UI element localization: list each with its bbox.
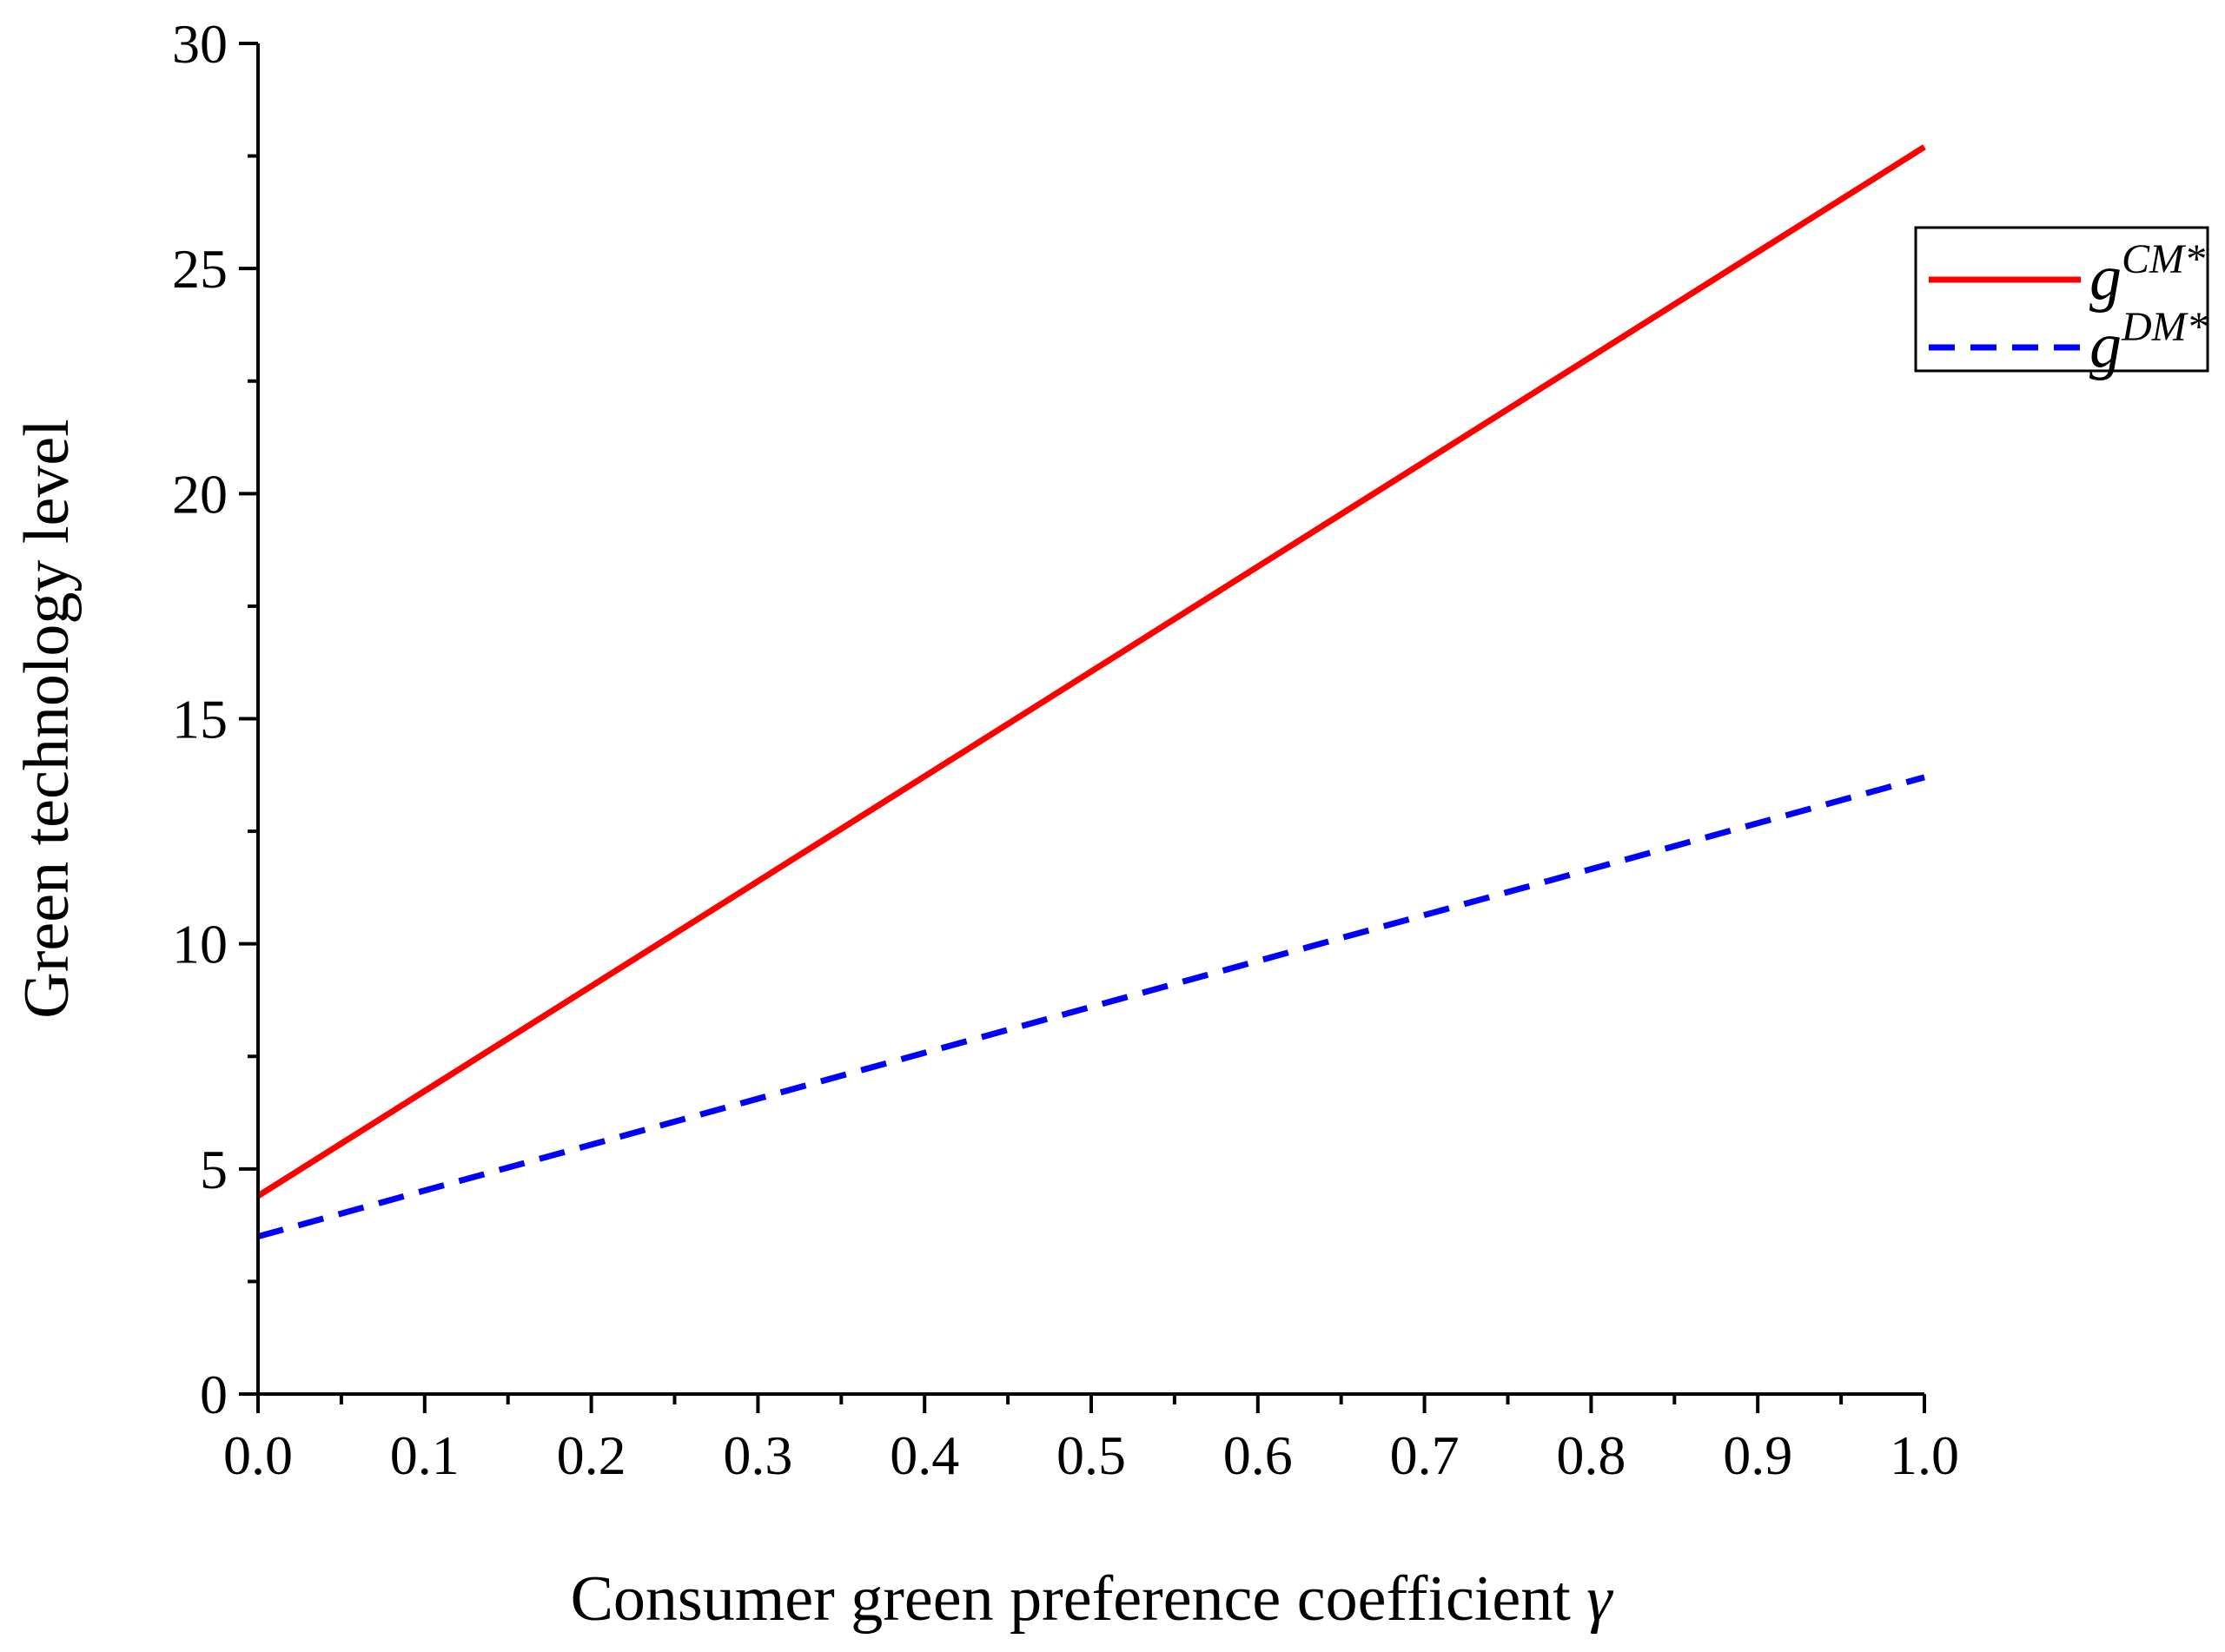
x-tick-label-10: 1.0	[1890, 1424, 1959, 1486]
x-axis-title-symbol: γ	[1586, 1563, 1613, 1635]
legend-label-cm: gCM*	[2089, 236, 2205, 314]
y-tick-label-6: 30	[172, 13, 228, 75]
x-axis-title-text: Consumer green preference coefficient	[571, 1563, 1587, 1635]
axes-layer	[256, 43, 1924, 1396]
labels-layer: 0.0 0.1 0.2 0.3 0.4 0.5 0.6 0.7 0.8 0.9 1.0 0 5 10 15 2…	[172, 13, 1959, 1486]
x-tick-label-2: 0.2	[557, 1424, 626, 1486]
y-tick-label-1: 5	[200, 1139, 228, 1200]
legend-label-cm-base: g	[2089, 242, 2122, 314]
x-tick-label-3: 0.3	[723, 1424, 792, 1486]
y-tick-label-2: 10	[172, 914, 228, 975]
x-tick-label-0: 0.0	[223, 1424, 293, 1486]
legend-label-dm-sup: DM*	[2121, 304, 2208, 350]
legend-label-cm-sup: CM*	[2122, 236, 2205, 282]
series-line-dm	[257, 774, 1925, 1239]
y-tick-label-3: 15	[172, 689, 228, 750]
x-tick-label-5: 0.5	[1056, 1424, 1126, 1486]
x-tick-label-4: 0.4	[890, 1424, 959, 1486]
x-tick-label-6: 0.6	[1223, 1424, 1293, 1486]
series-layer	[256, 144, 1926, 1239]
x-tick-label-7: 0.7	[1390, 1424, 1460, 1486]
legend-label-dm: gDM*	[2089, 304, 2208, 381]
x-tick-label-8: 0.8	[1556, 1424, 1626, 1486]
legend: gCM* gDM*	[1914, 226, 2209, 381]
y-tick-label-0: 0	[200, 1364, 228, 1425]
x-tick-label-9: 0.9	[1723, 1424, 1792, 1486]
y-axis-title: Green technology level	[11, 419, 83, 1018]
y-tick-label-5: 25	[172, 238, 228, 300]
x-axis-title: Consumer green preference coefficient γ	[571, 1563, 1614, 1635]
legend-label-dm-base: g	[2089, 310, 2122, 381]
y-tick-label-4: 20	[172, 463, 228, 525]
ticks-layer	[239, 42, 1926, 1413]
x-tick-label-1: 0.1	[390, 1424, 460, 1486]
series-line-cm	[256, 144, 1926, 1199]
